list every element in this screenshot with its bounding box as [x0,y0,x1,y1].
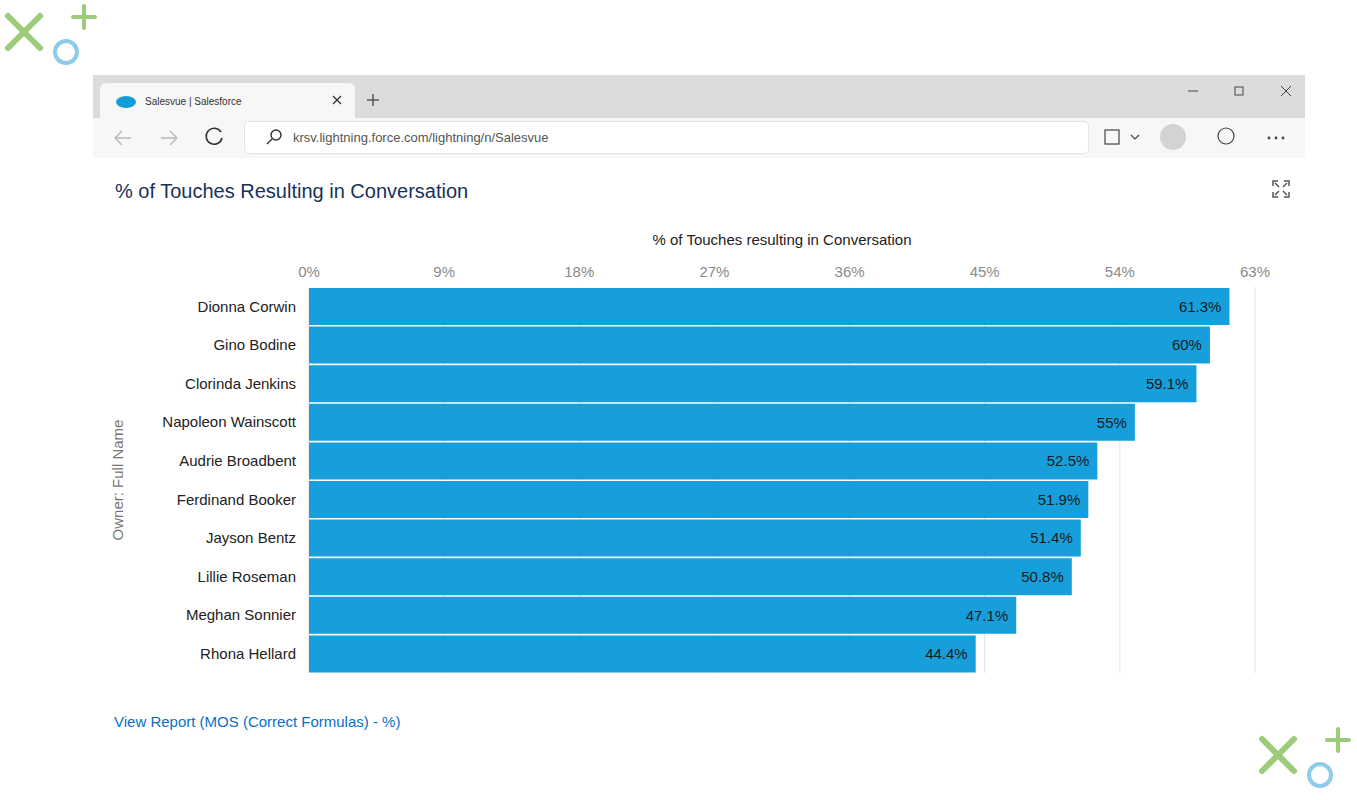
svg-text:Owner: Full Name: Owner: Full Name [109,420,126,541]
html-text:krsv.lightning.force.com/light: krsv.lightning.force.com/lightning/n/Sal… [293,130,549,145]
svg-text:63%: 63% [1240,263,1270,280]
svg-text:Rhona Hellard: Rhona Hellard [200,645,296,662]
svg-text:51.4%: 51.4% [1030,529,1073,546]
svg-text:44.4%: 44.4% [925,645,968,662]
svg-text:Audrie Broadbent: Audrie Broadbent [179,452,297,469]
svg-text:0%: 0% [298,263,320,280]
svg-text:50.8%: 50.8% [1021,568,1064,585]
svg-text:Jayson Bentz: Jayson Bentz [206,529,296,546]
svg-text:Gino Bodine: Gino Bodine [213,336,296,353]
html-text:View Report (MOS (Correct Form: View Report (MOS (Correct Formulas) - %) [114,713,401,730]
svg-text:18%: 18% [564,263,594,280]
svg-text:% of Touches resulting in Conv: % of Touches resulting in Conversation [652,231,911,248]
svg-text:36%: 36% [835,263,865,280]
svg-text:45%: 45% [970,263,1000,280]
svg-text:Clorinda Jenkins: Clorinda Jenkins [185,375,296,392]
svg-text:Dionna Corwin: Dionna Corwin [198,298,296,315]
svg-text:9%: 9% [433,263,455,280]
svg-text:27%: 27% [699,263,729,280]
svg-text:52.5%: 52.5% [1047,452,1090,469]
svg-text:61.3%: 61.3% [1179,298,1222,315]
svg-text:Meghan Sonnier: Meghan Sonnier [186,606,296,623]
svg-text:54%: 54% [1105,263,1135,280]
svg-text:Lillie Roseman: Lillie Roseman [198,568,296,585]
svg-text:Ferdinand Booker: Ferdinand Booker [177,491,296,508]
svg-text:60%: 60% [1172,336,1202,353]
svg-text:Napoleon Wainscott: Napoleon Wainscott [162,413,297,430]
html-text:Salesvue | Salesforce: Salesvue | Salesforce [145,96,242,107]
svg-text:59.1%: 59.1% [1146,375,1189,392]
svg-text:55%: 55% [1097,414,1127,431]
html-text:% of Touches Resulting in Conv: % of Touches Resulting in Conversation [115,180,469,202]
svg-text:47.1%: 47.1% [966,607,1009,624]
svg-text:51.9%: 51.9% [1038,491,1081,508]
